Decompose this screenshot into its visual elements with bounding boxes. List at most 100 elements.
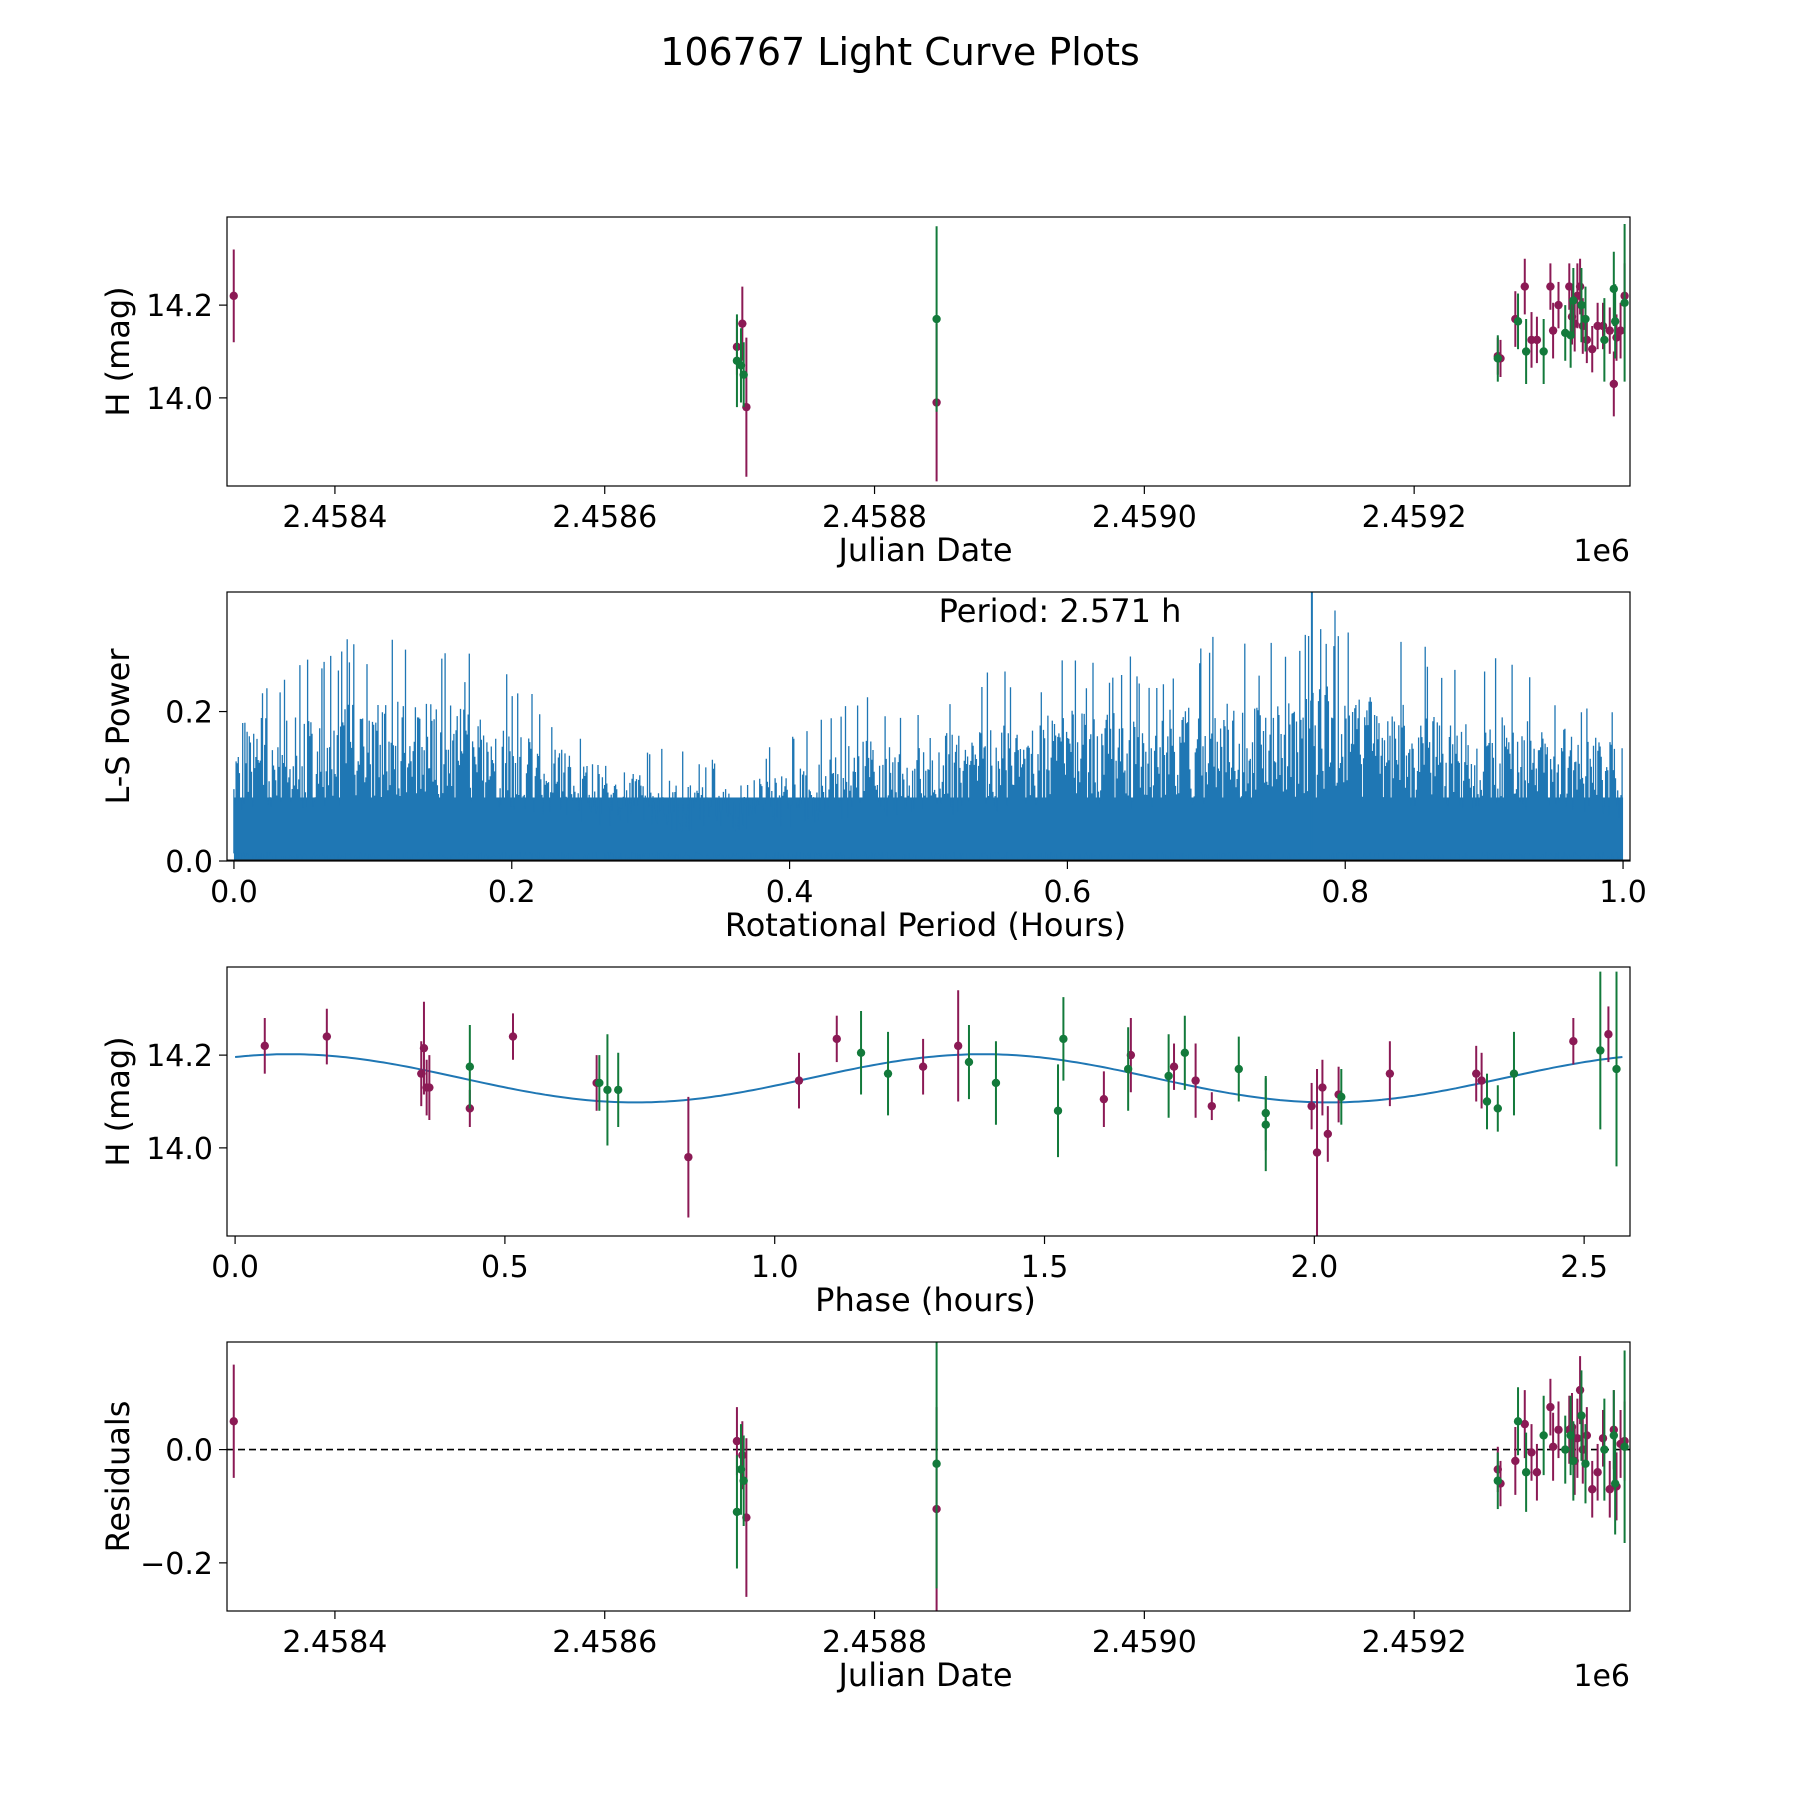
data-point: [1620, 1442, 1629, 1451]
y-tick-label: 14.0: [146, 1132, 213, 1167]
data-point: [1577, 300, 1586, 310]
x-tick-label: 2.4592: [1362, 1625, 1467, 1660]
data-point: [1605, 326, 1614, 335]
axes-frame: [226, 1341, 1631, 1612]
series-magenta: [260, 990, 1613, 1236]
x-axis-label: Rotational Period (Hours): [725, 906, 1126, 944]
data-point: [1546, 282, 1555, 291]
series-green: [465, 971, 1621, 1172]
x-axis-label: Phase (hours): [815, 1281, 1036, 1319]
y-tick-label: 14.0: [146, 382, 213, 417]
data-point: [1588, 344, 1597, 354]
x-tick-label: 2.4586: [552, 500, 657, 535]
data-point: [1513, 1417, 1523, 1426]
data-point: [1575, 282, 1585, 291]
data-point: [964, 1057, 974, 1067]
x-tick-label: 1.0: [1599, 875, 1647, 910]
axes-frame: [226, 591, 1631, 862]
x-offset-label: 1e6: [1573, 534, 1630, 569]
y-tick-label: 0.0: [165, 845, 213, 880]
plot-area: [227, 1342, 1630, 1611]
x-tick-label: 1.0: [751, 1250, 799, 1285]
x-tick-label: 2.4586: [552, 1625, 657, 1660]
x-tick-label: 0.8: [1321, 875, 1369, 910]
data-point: [1596, 1046, 1605, 1055]
y-axis-label: Residuals: [99, 1401, 137, 1553]
data-point: [1207, 1101, 1216, 1111]
data-point: [1493, 1104, 1502, 1113]
data-point: [1493, 1476, 1502, 1485]
data-point: [1610, 317, 1620, 326]
data-point: [1123, 1064, 1133, 1074]
data-point: [918, 1062, 928, 1071]
data-point: [1385, 1069, 1395, 1078]
data-point: [603, 1085, 612, 1095]
data-point: [1191, 1076, 1200, 1085]
period-annotation: Period: 2.571 h: [939, 592, 1182, 630]
data-point: [1532, 1468, 1542, 1477]
data-point: [1539, 1431, 1548, 1440]
data-point: [738, 1451, 747, 1460]
data-point: [425, 1083, 434, 1092]
data-point: [1609, 1431, 1619, 1440]
panel-residuals: 2.4584 2.4586 2.4588 2.4590 2.4592 −0.2 0.0 Jul…: [99, 1341, 1631, 1694]
data-point: [932, 314, 941, 324]
data-point: [1509, 1069, 1519, 1078]
data-point: [1234, 1064, 1243, 1074]
data-point: [595, 1078, 604, 1088]
x-tick-label: 0.5: [481, 1250, 529, 1285]
x-tick-label: 0.6: [1044, 875, 1092, 910]
data-point: [832, 1034, 841, 1044]
data-point: [1546, 1402, 1555, 1412]
data-point: [1164, 1071, 1173, 1081]
data-point: [1598, 1434, 1608, 1443]
data-point: [684, 1152, 693, 1162]
series-green: [732, 223, 1629, 412]
data-point: [1337, 1092, 1346, 1102]
data-point: [1604, 1030, 1613, 1039]
data-point: [739, 1476, 748, 1485]
y-axis-label: H (mag): [99, 286, 137, 416]
x-tick-label: 0.0: [211, 1250, 259, 1285]
data-point: [1261, 1108, 1270, 1118]
series-magenta: [229, 249, 1629, 482]
data-point: [883, 1069, 893, 1078]
data-point: [1053, 1106, 1063, 1115]
data-point: [260, 1041, 269, 1051]
x-offset-label: 1e6: [1573, 1659, 1630, 1694]
data-point: [1600, 335, 1609, 345]
data-point: [1588, 1485, 1597, 1494]
data-point: [465, 1062, 475, 1071]
data-point: [1609, 284, 1619, 294]
panel-periodogram: Period: 2.571 h 0.0 0.2 0.4 0.6 0.8 1.0 0.0 0.2 R…: [99, 591, 1647, 944]
x-tick-label: 2.4584: [282, 1625, 387, 1660]
x-tick-label: 0.4: [766, 875, 814, 910]
panel-jd: 2.4584 2.4586 2.4588 2.4590 2.4592 14.0 14.2 Ju…: [99, 216, 1631, 569]
data-point: [1609, 379, 1619, 389]
data-point: [1099, 1094, 1109, 1104]
data-point: [732, 1436, 742, 1446]
data-point: [1482, 1097, 1492, 1106]
data-point: [739, 370, 748, 379]
x-tick-label: 0.2: [488, 875, 536, 910]
data-point: [1539, 347, 1548, 356]
data-point: [1565, 282, 1574, 291]
data-point: [1520, 282, 1529, 291]
plot-area: [227, 592, 1630, 861]
x-tick-label: 2.4588: [822, 1625, 927, 1660]
data-point: [1566, 331, 1575, 340]
y-tick-label: −0.2: [140, 1547, 213, 1582]
series-magenta: [229, 1356, 1629, 1611]
data-point: [1582, 335, 1592, 345]
plot-area: [229, 223, 1629, 482]
data-point: [1616, 326, 1625, 335]
fit-curve: [235, 1053, 1623, 1104]
data-point: [1573, 1434, 1582, 1443]
data-point: [229, 1417, 238, 1426]
data-point: [1581, 314, 1590, 324]
data-point: [1569, 1456, 1578, 1466]
data-point: [1575, 1385, 1585, 1395]
y-tick-label: 0.0: [165, 1434, 213, 1469]
data-point: [1527, 1448, 1536, 1457]
